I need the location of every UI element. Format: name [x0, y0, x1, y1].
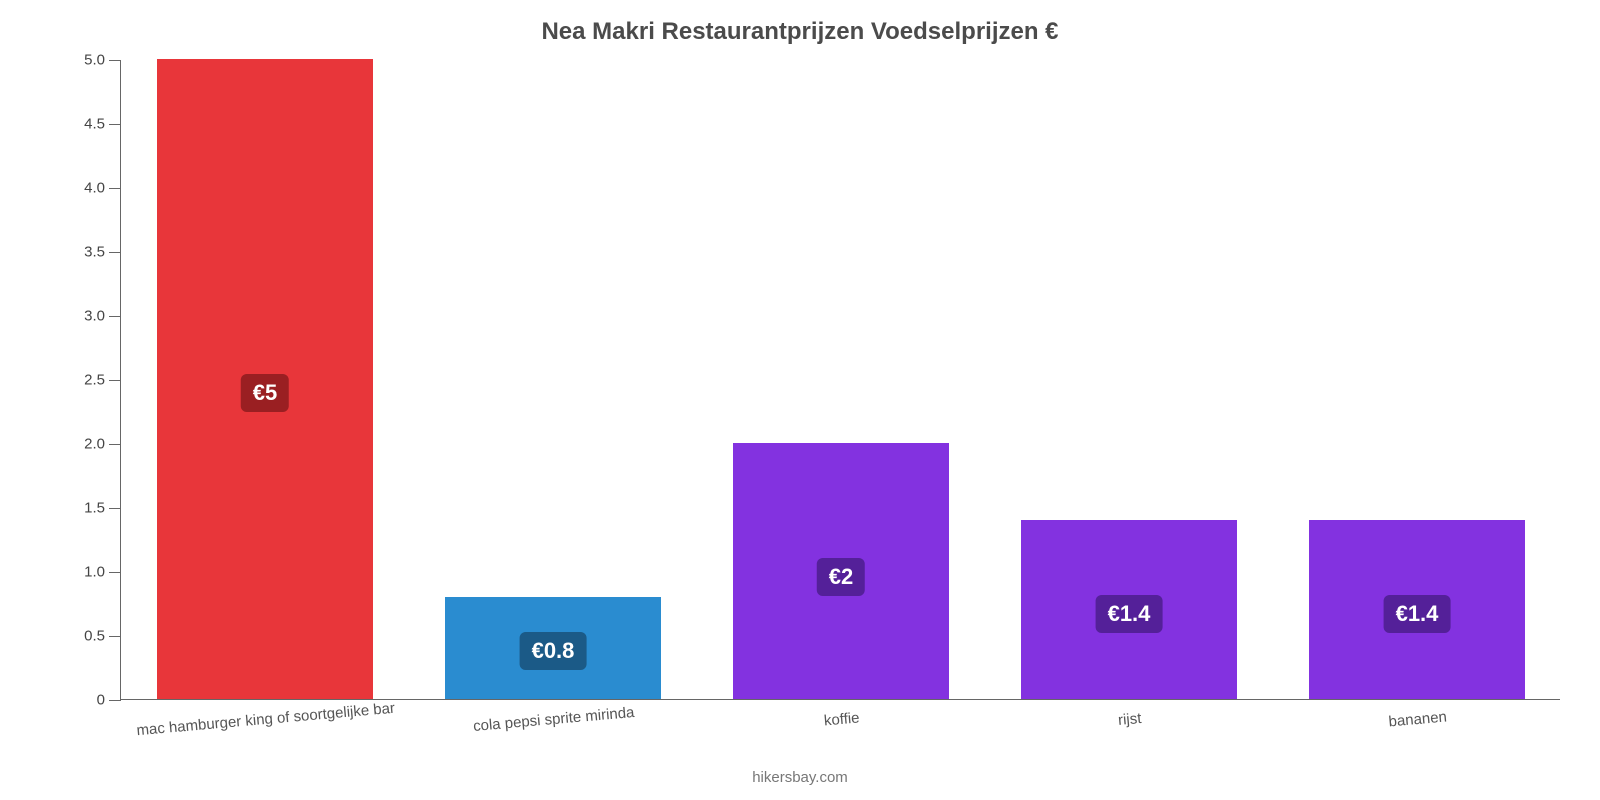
x-axis-label: cola pepsi sprite mirinda — [472, 704, 635, 735]
y-axis-label: 5.0 — [84, 52, 121, 69]
x-axis-label: rijst — [1117, 710, 1142, 729]
credit-label: hikersbay.com — [0, 769, 1600, 786]
value-badge: €1.4 — [1384, 595, 1451, 633]
y-axis-label: 0 — [97, 692, 121, 709]
y-axis-label: 2.0 — [84, 436, 121, 453]
value-badge: €1.4 — [1096, 595, 1163, 633]
x-axis-label: koffie — [823, 709, 860, 729]
y-axis-label: 0.5 — [84, 628, 121, 645]
y-axis-label: 4.5 — [84, 116, 121, 133]
y-axis-label: 4.0 — [84, 180, 121, 197]
chart-title: Nea Makri Restaurantprijzen Voedselprijz… — [0, 18, 1600, 46]
y-axis-label: 1.5 — [84, 500, 121, 517]
plot-area: 00.51.01.52.02.53.03.54.04.55.0€5mac ham… — [120, 60, 1560, 700]
value-badge: €5 — [241, 374, 289, 412]
value-badge: €0.8 — [520, 632, 587, 670]
x-axis-label: mac hamburger king of soortgelijke bar — [136, 700, 396, 740]
y-axis-label: 1.0 — [84, 564, 121, 581]
price-chart: Nea Makri Restaurantprijzen Voedselprijz… — [0, 0, 1600, 800]
y-axis-label: 3.5 — [84, 244, 121, 261]
y-axis-label: 3.0 — [84, 308, 121, 325]
y-axis-label: 2.5 — [84, 372, 121, 389]
x-axis-label: bananen — [1388, 708, 1448, 730]
value-badge: €2 — [817, 558, 865, 596]
